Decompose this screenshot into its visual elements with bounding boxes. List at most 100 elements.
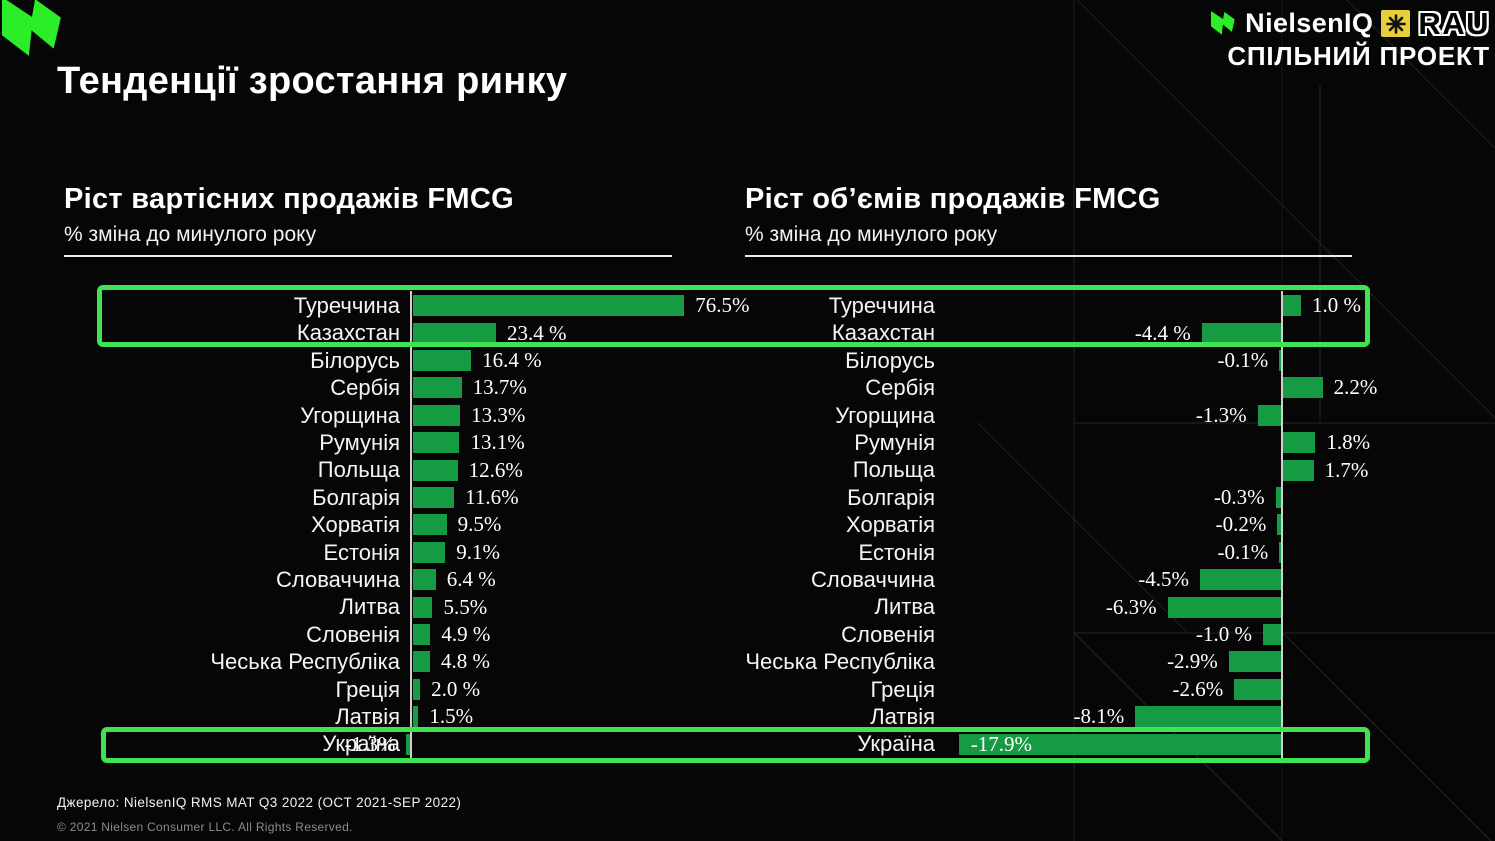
volume-sales-bar <box>1167 596 1281 618</box>
volume-sales-country-label: Словаччина <box>811 567 935 592</box>
left-chart-axis <box>410 291 412 759</box>
value-sales-bar <box>413 569 436 591</box>
value-sales-country-label: Естонія <box>323 539 400 565</box>
volume-sales-bar <box>1279 541 1281 563</box>
volume-sales-value-label: -17.9% <box>970 731 1033 756</box>
brand-logos-row: NielsenIQ RAU <box>1210 8 1490 39</box>
nielseniq-wordmark: NielsenIQ <box>1245 8 1374 38</box>
value-sales-country-label: Польща <box>317 457 400 483</box>
value-sales-value-label: 11.6% <box>465 485 519 509</box>
volume-sales-country-label: Греція <box>870 676 935 702</box>
volume-sales-country-label: Чеська Республіка <box>745 649 935 675</box>
value-sales-bar <box>413 295 685 317</box>
volume-sales-bar <box>1257 404 1281 426</box>
left-chart-title: Ріст вартісних продажів FMCG <box>64 183 514 215</box>
volume-sales-value-label: 1.0 % <box>1312 293 1361 318</box>
volume-sales-value-label: 2.2% <box>1333 375 1378 400</box>
volume-sales-country-label: Казахстан <box>831 320 935 346</box>
nielseniq-logo-mark-corner-icon <box>1 0 61 56</box>
value-sales-value-label: 9.5% <box>457 512 502 537</box>
volume-sales-country-label: Угорщина <box>835 402 935 428</box>
volume-sales-country-label: Польща <box>852 457 935 483</box>
volume-sales-value-label: 1.7% <box>1324 457 1369 482</box>
right-chart-subtitle: % зміна до минулого року <box>745 223 998 246</box>
right-chart-rule <box>745 255 1352 257</box>
value-sales-country-label: Словаччина <box>276 567 400 592</box>
value-sales-value-label: 6.4 % <box>446 567 496 592</box>
value-sales-country-label: Білорусь <box>310 347 400 373</box>
value-sales-value-label: 13.3% <box>471 402 526 427</box>
volume-sales-country-label: Білорусь <box>845 347 935 373</box>
volume-sales-country-label: Туреччина <box>828 293 935 318</box>
brand-tagline: СПІЛЬНИЙ ПРОЕКТ <box>1227 41 1490 71</box>
value-sales-country-label: Чеська Республіка <box>210 649 400 675</box>
left-chart-header: Ріст вартісних продажів FMCG % зміна до … <box>64 183 514 247</box>
value-sales-value-label: -1.3% <box>344 731 396 756</box>
volume-sales-value-label: -0.1% <box>1217 539 1269 564</box>
volume-sales-bar <box>1283 459 1314 481</box>
volume-sales-value-label: -8.1% <box>1073 704 1125 729</box>
volume-sales-value-label: -4.4 % <box>1134 320 1191 345</box>
value-sales-country-label: Казахстан <box>296 320 400 346</box>
value-sales-country-label: Латвія <box>335 704 400 729</box>
nielseniq-logo-icon <box>1211 11 1235 35</box>
left-chart-subtitle: % зміна до минулого року <box>64 223 317 246</box>
volume-sales-country-label: Болгарія <box>847 484 935 510</box>
value-sales-country-label: Україна <box>322 731 400 757</box>
volume-sales-country-label: Словенія <box>841 621 935 647</box>
volume-sales-country-label: Литва <box>874 594 935 620</box>
volume-sales-value-label: -2.9% <box>1167 649 1218 674</box>
volume-sales-value-label: 1.8% <box>1326 430 1371 455</box>
value-sales-bar <box>413 487 455 508</box>
volume-sales-value-label: -2.6% <box>1172 676 1224 701</box>
value-sales-country-label: Сербія <box>330 375 400 401</box>
volume-sales-country-label: Румунія <box>854 430 935 455</box>
value-sales-bar <box>413 377 462 399</box>
value-sales-value-label: 2.0 % <box>431 676 481 701</box>
value-sales-bar <box>413 404 461 426</box>
value-sales-bar <box>413 459 458 481</box>
value-sales-bar <box>413 596 433 618</box>
volume-sales-bar <box>1283 295 1301 317</box>
value-sales-value-label: 13.1% <box>470 430 525 455</box>
value-sales-country-label: Туреччина <box>293 293 400 318</box>
value-sales-bar <box>413 706 419 728</box>
value-sales-value-label: 9.1% <box>456 539 500 564</box>
volume-sales-value-label: -1.0 % <box>1196 622 1252 646</box>
page-title: Тенденції зростання ринку <box>57 60 568 102</box>
value-sales-value-label: 16.4 % <box>482 348 542 372</box>
value-sales-country-label: Болгарія <box>312 484 400 510</box>
volume-sales-bar <box>958 733 1281 755</box>
volume-sales-bar <box>1200 569 1281 591</box>
value-sales-bar <box>413 541 446 563</box>
volume-sales-country-label: Україна <box>857 731 935 757</box>
value-sales-bar <box>413 651 431 673</box>
value-sales-value-label: 5.5% <box>443 594 488 619</box>
volume-sales-bar <box>1228 651 1281 673</box>
value-sales-bar <box>406 733 411 755</box>
volume-sales-bar <box>1277 514 1281 536</box>
volume-sales-country-label: Сербія <box>865 375 935 401</box>
volume-sales-bar <box>1201 322 1281 344</box>
value-sales-country-label: Угорщина <box>300 402 400 428</box>
value-sales-value-label: 1.5% <box>429 704 474 729</box>
value-sales-value-label: 4.9 % <box>441 622 491 646</box>
volume-sales-bar <box>1263 624 1281 645</box>
volume-sales-value-label: -0.1% <box>1217 348 1269 372</box>
right-chart-axis <box>1281 291 1283 759</box>
value-sales-bar <box>413 624 431 645</box>
value-sales-value-label: 76.5% <box>695 293 750 318</box>
rau-star-icon <box>1381 10 1411 37</box>
volume-sales-value-label: -0.2% <box>1215 512 1267 537</box>
volume-sales-value-label: -0.3% <box>1213 485 1265 509</box>
value-sales-country-label: Румунія <box>319 430 400 455</box>
value-sales-bar <box>413 432 460 454</box>
value-sales-bar <box>413 350 472 371</box>
volume-sales-value-label: -4.5% <box>1138 567 1189 592</box>
volume-sales-value-label: -6.3% <box>1105 594 1157 619</box>
source-note: Джерело: NielsenIQ RMS MAT Q3 2022 (OCT … <box>57 795 462 810</box>
rau-wordmark: RAU <box>1418 6 1490 41</box>
value-sales-country-label: Греція <box>335 676 400 702</box>
volume-sales-bar <box>1234 678 1281 700</box>
value-sales-bar <box>413 678 421 700</box>
